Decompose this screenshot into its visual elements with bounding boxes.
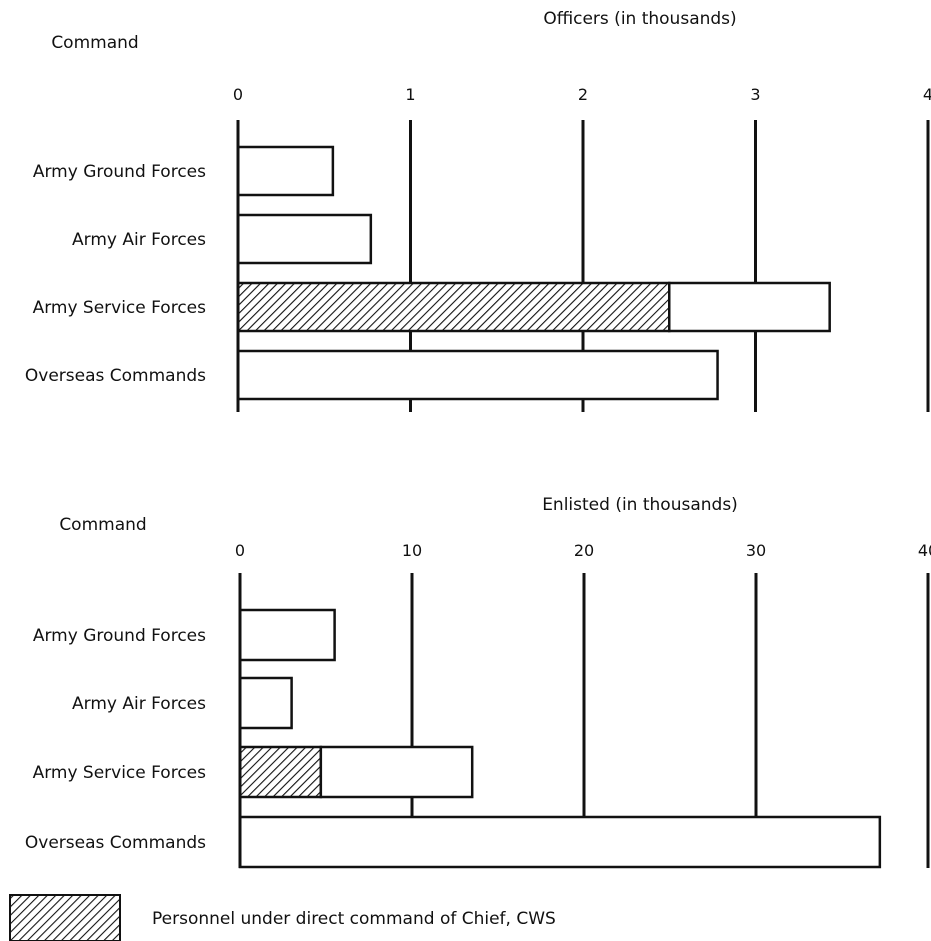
bar-segment-total	[238, 676, 293, 730]
category-label: Army Service Forces	[33, 298, 207, 318]
tick-label: 0	[235, 541, 245, 560]
legend-label: Personnel under direct command of Chief,…	[152, 909, 556, 929]
category-label: Army Air Forces	[72, 694, 206, 714]
chart-panel-1: Officers (in thousands) Command 0 1 2 3 4 Army …	[25, 9, 931, 412]
tick-label: 4	[923, 85, 931, 104]
bar-segment-total	[238, 608, 336, 662]
legend-swatch	[9, 894, 121, 941]
category-label: Overseas Commands	[25, 366, 206, 386]
bar-segment-total	[236, 349, 719, 401]
tick-label: 1	[405, 85, 415, 104]
tick-label: 30	[746, 541, 766, 560]
bar-segment-total	[236, 145, 335, 197]
bar-segment-total	[236, 213, 373, 265]
category-label: Army Ground Forces	[33, 626, 206, 646]
bar-segment-total	[319, 745, 474, 799]
bar-segment-cws	[236, 281, 671, 333]
chart-panel-2: Enlisted (in thousands) Command 0 10 20 30 40 A…	[25, 495, 931, 869]
category-label: Army Ground Forces	[33, 162, 206, 182]
tick-label: 20	[574, 541, 594, 560]
tick-label: 2	[578, 85, 588, 104]
category-label: Overseas Commands	[25, 833, 206, 853]
category-label: Army Service Forces	[33, 763, 207, 783]
bar-segment-cws	[238, 745, 323, 799]
tick-label: 3	[750, 85, 760, 104]
category-axis-title: Command	[51, 33, 138, 53]
value-axis-title: Officers (in thousands)	[543, 9, 736, 29]
tick-label: 40	[918, 541, 931, 560]
tick-label: 10	[402, 541, 422, 560]
legend: Personnel under direct command of Chief,…	[9, 894, 556, 941]
bar-segment-total	[668, 281, 831, 333]
category-axis-title: Command	[59, 515, 146, 535]
value-axis-title: Enlisted (in thousands)	[542, 495, 738, 515]
category-label: Army Air Forces	[72, 230, 206, 250]
tick-label: 0	[233, 85, 243, 104]
bar-segment-total	[238, 815, 882, 869]
